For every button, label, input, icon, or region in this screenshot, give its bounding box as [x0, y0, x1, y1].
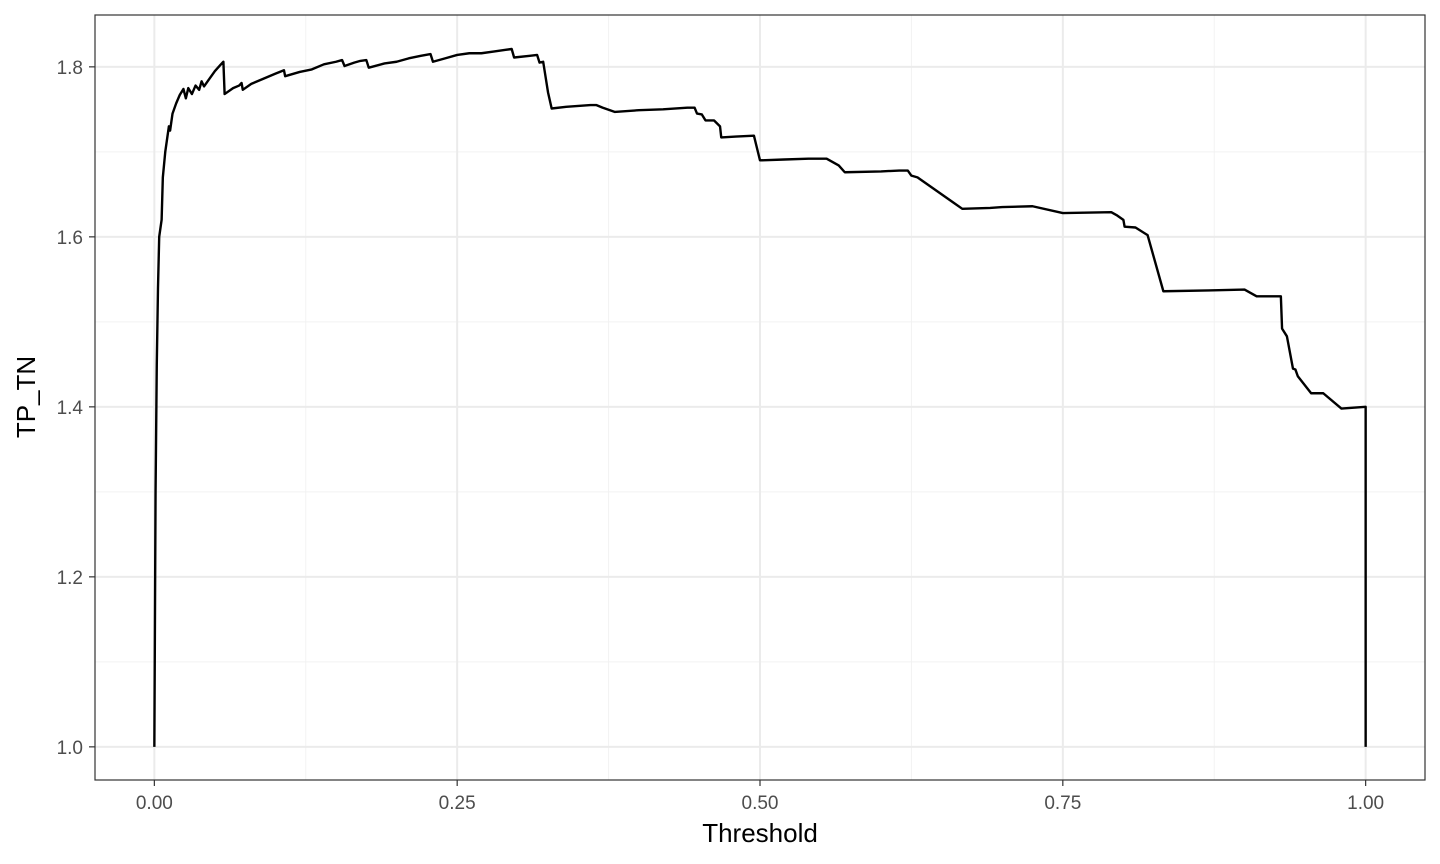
x-tick-label: 0.50	[742, 793, 779, 814]
y-tick-label: 1.2	[57, 568, 83, 589]
x-axis-title: Threshold	[702, 818, 818, 848]
x-tick-label: 0.75	[1044, 793, 1081, 814]
x-axis-ticks: 0.00 0.25 0.50 0.75 1.00	[136, 780, 1384, 814]
series-line	[153, 47, 1367, 747]
y-tick-label: 1.6	[57, 228, 83, 249]
y-tick-label: 1.8	[57, 58, 83, 79]
x-tick-label: 0.00	[136, 793, 173, 814]
y-tick-label: 1.0	[57, 738, 83, 759]
x-tick-label: 1.00	[1347, 793, 1384, 814]
y-tick-label: 1.4	[57, 398, 84, 419]
x-tick-label: 0.25	[439, 793, 476, 814]
y-axis-title: TP_TN	[11, 356, 41, 438]
y-axis-ticks: 1.0 1.2 1.4 1.6 1.8	[57, 58, 95, 759]
